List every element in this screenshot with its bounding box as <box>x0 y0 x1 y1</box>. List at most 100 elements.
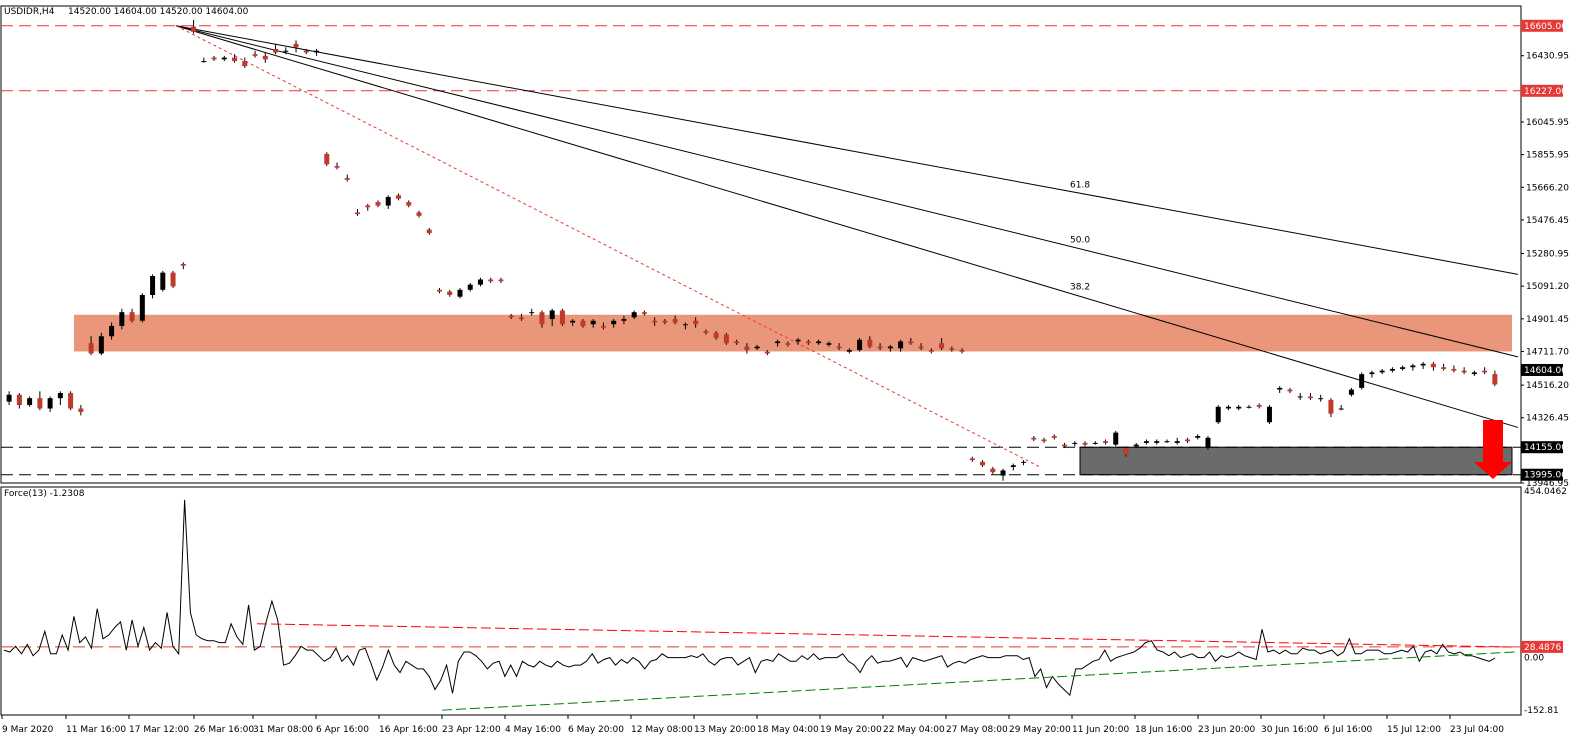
candle-body <box>1215 406 1221 423</box>
candle-body <box>887 346 893 349</box>
candle-body <box>314 50 320 53</box>
x-tick-label: 6 Apr 16:00 <box>316 725 369 735</box>
x-tick-label: 4 May 16:00 <box>505 725 561 735</box>
candle-body <box>211 57 217 60</box>
candle-body <box>1195 436 1201 438</box>
candle-body <box>682 324 688 326</box>
candle-body <box>68 393 74 409</box>
x-tick-label: 30 Jun 16:00 <box>1261 725 1318 735</box>
y-tick-label: 14516.20 <box>1526 381 1569 391</box>
candle-body <box>734 341 740 344</box>
y-tick-label: 15280.95 <box>1526 250 1569 260</box>
candle-body <box>529 312 535 314</box>
force-y-tick-label: -152.81 <box>1524 706 1559 716</box>
zone-support <box>1079 446 1513 476</box>
candle-body <box>1010 465 1016 467</box>
candle-body <box>959 350 965 352</box>
price-tag <box>1521 468 1563 481</box>
candle-body <box>262 55 268 60</box>
candle-body <box>693 320 699 325</box>
candle-body <box>283 50 289 52</box>
candle-body <box>826 343 832 345</box>
force-y-tick-label: 454.0462 <box>1524 487 1567 497</box>
candle-body <box>170 272 176 287</box>
candle-body <box>857 339 863 351</box>
candle-body <box>764 351 770 354</box>
force-series-line <box>3 499 1496 697</box>
x-tick-label: 18 May 04:00 <box>757 725 819 735</box>
candle-body <box>150 276 156 295</box>
candle-body <box>1307 396 1313 399</box>
candle-body <box>232 57 238 62</box>
candle-body <box>631 312 637 318</box>
force-y-tick-label: 0.00 <box>1524 654 1544 664</box>
candle-body <box>57 393 63 399</box>
candle-body <box>457 289 463 297</box>
candle-body <box>344 178 350 180</box>
candle-body <box>508 315 514 318</box>
x-tick-label: 15 Jul 12:00 <box>1387 725 1441 735</box>
candle-body <box>273 49 279 53</box>
y-tick-label: 15855.95 <box>1526 151 1569 161</box>
candle-body <box>1205 437 1211 449</box>
candle-body <box>1246 406 1252 408</box>
candle-body <box>1492 374 1498 385</box>
x-tick-label: 19 May 20:00 <box>820 725 882 735</box>
price-tag <box>1521 363 1563 376</box>
candle-body <box>1441 367 1447 369</box>
force-tag-label: 28.4876 <box>1524 643 1561 653</box>
price-tag <box>1521 19 1563 32</box>
candle-body <box>78 408 84 412</box>
price-tag <box>1521 84 1563 97</box>
candle-body <box>754 346 760 349</box>
candle-body <box>416 212 422 216</box>
y-tick-label: 15091.20 <box>1526 282 1569 292</box>
price-tag <box>1521 441 1563 454</box>
candle-body <box>908 341 914 344</box>
candle-body <box>611 320 617 325</box>
candle-body <box>1103 441 1109 443</box>
candle-body <box>1359 374 1365 388</box>
candle-body <box>805 341 811 344</box>
x-tick-label: 23 Jun 20:00 <box>1198 725 1255 735</box>
fib-fan-label: 38.2 <box>1070 282 1090 292</box>
x-tick-label: 11 Mar 16:00 <box>66 725 126 735</box>
candle-body <box>365 205 371 208</box>
candle-body <box>672 319 678 323</box>
candle-body <box>1287 389 1293 392</box>
x-tick-label: 26 Mar 16:00 <box>194 725 254 735</box>
x-tick-label: 6 May 20:00 <box>568 725 624 735</box>
price-pane-frame <box>0 5 1522 484</box>
candle-body <box>1451 368 1457 371</box>
x-tick-label: 18 Jun 16:00 <box>1135 725 1192 735</box>
candle-body <box>1338 408 1344 410</box>
candle-body <box>1471 372 1477 375</box>
force-support-trendline <box>441 651 1516 711</box>
candle-body <box>652 320 658 323</box>
candle-body <box>1082 442 1088 445</box>
candle-body <box>375 202 381 206</box>
candle-body <box>180 264 186 266</box>
candle-body <box>949 348 955 351</box>
chart-ohlc: 14520.00 14604.00 14520.00 14604.00 <box>68 7 249 17</box>
candle-body <box>191 26 197 32</box>
force-indicator-label: Force(13) -1.2308 <box>4 489 85 499</box>
candle-body <box>1051 436 1057 438</box>
candle-body <box>1482 370 1488 373</box>
candle-body <box>324 153 330 165</box>
candle-body <box>867 339 873 347</box>
candle-body <box>559 310 565 325</box>
y-tick-label: 15476.45 <box>1526 216 1569 226</box>
candle-body <box>744 346 750 351</box>
candle-body <box>1041 439 1047 442</box>
candle-body <box>898 341 904 349</box>
candle-body <box>16 394 22 406</box>
candle-body <box>580 320 586 326</box>
candle-body <box>539 312 545 325</box>
y-tick-label: 14326.45 <box>1526 414 1569 424</box>
price-tag-label: 14155.00 <box>1524 443 1567 453</box>
x-tick-label: 23 Jul 04:00 <box>1450 725 1504 735</box>
candle-body <box>201 61 207 63</box>
fib-fan-line <box>175 25 1519 358</box>
